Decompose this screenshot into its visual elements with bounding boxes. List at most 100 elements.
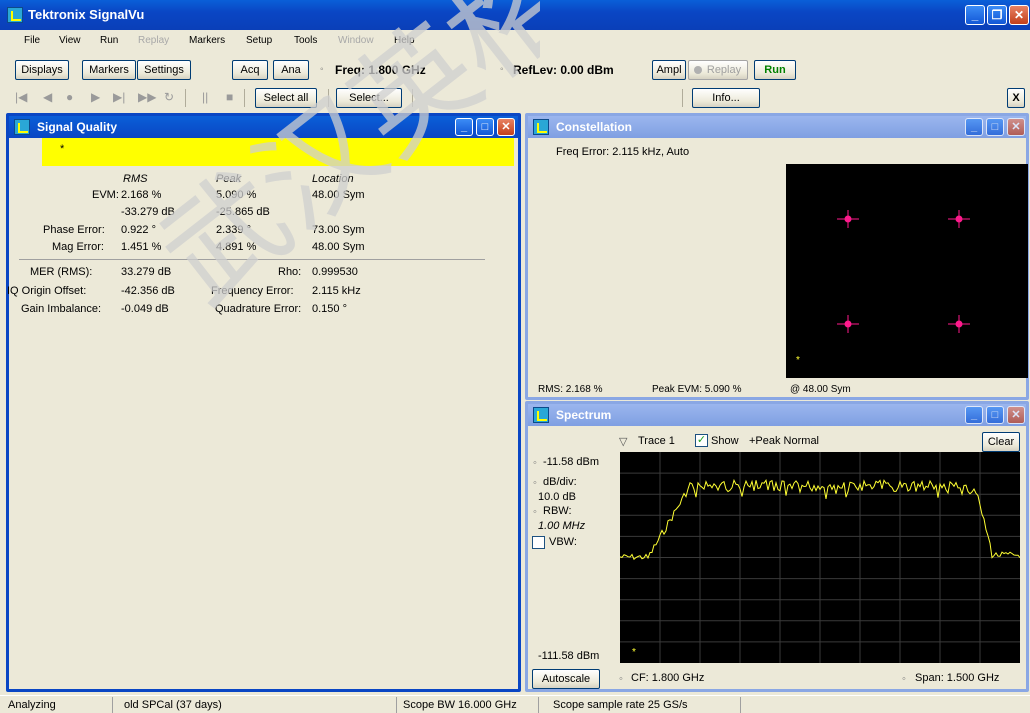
next-icon[interactable]: ▶| [113,90,126,104]
replay-button[interactable]: Replay [688,60,748,80]
header-peak: Peak [216,173,242,185]
spec-close-button[interactable]: ✕ [1007,406,1025,424]
span-readout[interactable]: Span: 1.500 GHz [915,672,1000,684]
dbdiv-indicator-icon: ◦ [533,477,537,489]
main-toolbar: Displays Markers Settings Acq Ana ◦ Freq… [0,55,1030,83]
restore-button[interactable]: ❐ [987,5,1007,25]
trace-dropdown-icon[interactable]: ▽ [619,436,628,448]
menu-replay[interactable]: Replay [138,35,170,46]
sq-close-button[interactable]: ✕ [497,118,515,136]
pause-icon[interactable]: || [202,90,209,104]
freq-readout[interactable]: Freq: 1.800 GHz [335,63,426,77]
mer-value: 33.279 dB [121,266,172,278]
quadrature-error-label: Quadrature Error: [215,303,302,315]
prev-icon[interactable]: ◀ [43,90,53,104]
evm-location: 48.00 Sym [312,189,365,201]
constellation-svg: * [796,210,970,366]
menu-file[interactable]: File [24,35,41,46]
phase-error-peak: 2.339 ° [216,224,251,236]
header-location: Location [312,173,354,185]
menu-setup[interactable]: Setup [246,35,273,46]
menu-window[interactable]: Window [338,35,374,46]
ref-indicator-icon: ◦ [533,457,537,469]
const-minimize-button[interactable]: _ [965,118,983,136]
spec-ref-level[interactable]: -11.58 dBm [543,456,600,468]
close-x-button[interactable]: X [1007,88,1025,108]
play-icon[interactable]: ▶ [91,90,101,104]
frequency-error-label: Frequency Error: [211,285,294,297]
app-title-bar: Tektronix SignalVu _ ❐ ✕ [0,0,1030,30]
status-state: Analyzing [8,699,56,711]
status-calibration: old SPCal (37 days) [124,699,222,711]
const-close-button[interactable]: ✕ [1007,118,1025,136]
dbdiv-label: dB/div: [543,476,577,488]
acq-button[interactable]: Acq [232,60,268,80]
stop-icon[interactable]: ■ [226,90,234,104]
menu-help[interactable]: Help [394,35,415,46]
select-button[interactable]: Select... [336,88,402,108]
first-icon[interactable]: |◀ [15,90,28,104]
reflev-indicator-icon: ◦ [500,64,504,75]
displays-button[interactable]: Displays [15,60,69,80]
sq-minimize-button[interactable]: _ [455,118,473,136]
constellation-point [955,320,963,328]
spec-minimize-button[interactable]: _ [965,406,983,424]
fast-forward-icon[interactable]: ▶▶ [138,90,157,104]
vbw-label: VBW: [549,536,577,548]
spectrum-titlebar: Spectrum _ □ ✕ [528,404,1026,426]
mag-error-rms: 1.451 % [121,241,162,253]
autoscale-button[interactable]: Autoscale [532,669,600,689]
rho-label: Rho: [278,266,302,278]
record-icon[interactable]: ● [66,90,74,104]
menu-markers[interactable]: Markers [189,35,226,46]
header-rms: RMS [123,173,148,185]
evm-label: EVM: [92,189,119,201]
constellation-plot[interactable]: * [786,164,1028,378]
gain-imbalance-label: Gain Imbalance: [21,303,102,315]
info-button[interactable]: Info... [692,88,760,108]
run-button[interactable]: Run [754,60,796,80]
phase-error-location: 73.00 Sym [312,224,365,236]
ana-button[interactable]: Ana [273,60,309,80]
menu-tools[interactable]: Tools [294,35,318,46]
const-maximize-button[interactable]: □ [986,118,1004,136]
show-checkbox[interactable]: ✓ [695,434,708,447]
iq-origin-offset-label: IQ Origin Offset: [7,285,87,297]
phase-error-label: Phase Error: [43,224,105,236]
clear-button[interactable]: Clear [982,432,1020,452]
divider [19,259,485,260]
loop-icon[interactable]: ↻ [164,90,175,104]
mag-error-location: 48.00 Sym [312,241,365,253]
rbw-value[interactable]: 1.00 MHz [538,520,586,532]
select-all-button[interactable]: Select all [255,88,317,108]
const-peak-evm: Peak EVM: 5.090 % [652,384,742,395]
center-frequency[interactable]: CF: 1.800 GHz [631,672,705,684]
vbw-checkbox[interactable] [532,536,545,549]
spectrum-title: Spectrum [556,408,612,422]
reflev-readout[interactable]: RefLev: 0.00 dBm [513,63,614,77]
constellation-point [955,215,963,223]
minimize-button[interactable]: _ [965,5,985,25]
app-icon [7,7,23,23]
status-scope-bw: Scope BW 16.000 GHz [403,699,517,711]
markers-button[interactable]: Markers [82,60,136,80]
evm-peak-db: -25.865 dB [216,206,270,218]
const-freq-error: Freq Error: 2.115 kHz, Auto [556,146,690,158]
dbdiv-value[interactable]: 10.0 dB [538,491,576,503]
sq-maximize-button[interactable]: □ [476,118,494,136]
spec-maximize-button[interactable]: □ [986,406,1004,424]
settings-button[interactable]: Settings [137,60,191,80]
trace-label[interactable]: Trace 1 [638,435,675,447]
spectrum-plot[interactable]: * [619,452,1021,663]
app-title: Tektronix SignalVu [28,7,145,22]
ampl-button[interactable]: Ampl [652,60,686,80]
span-indicator-icon: ◦ [902,673,906,685]
panel-icon [14,119,30,135]
rbw-label: RBW: [543,505,572,517]
panel-icon [533,119,549,135]
menu-run[interactable]: Run [100,35,119,46]
menu-bar: File View Run Replay Markers Setup Tools… [0,31,1030,51]
menu-view[interactable]: View [59,35,81,46]
close-button[interactable]: ✕ [1009,5,1029,25]
constellation-title: Constellation [556,120,633,134]
